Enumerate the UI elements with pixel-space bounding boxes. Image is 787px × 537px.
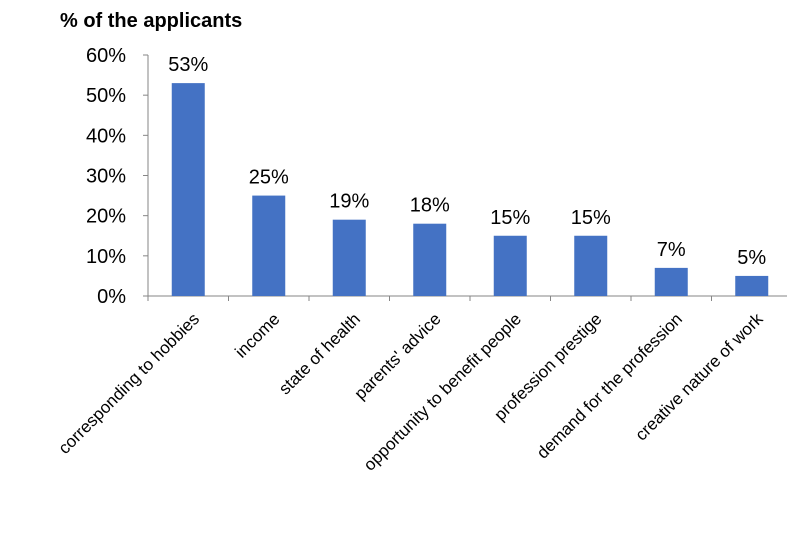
- x-tick-label: state of health: [275, 309, 364, 398]
- data-label: 15%: [571, 207, 611, 229]
- bar: [735, 275, 769, 296]
- data-label: 25%: [249, 167, 289, 189]
- y-tick-label: 60%: [86, 45, 126, 67]
- bar: [413, 223, 447, 296]
- data-label: 19%: [329, 191, 369, 213]
- x-tick-label: opportunity to benefit people: [360, 309, 525, 474]
- y-tick-label: 10%: [86, 246, 126, 268]
- x-tick-label: demand for the profession: [533, 309, 686, 462]
- x-tick-label: corresponding to hobbies: [55, 309, 203, 457]
- bar: [252, 195, 286, 296]
- bar: [493, 235, 527, 296]
- y-tick-label: 40%: [86, 125, 126, 147]
- bar: [171, 83, 205, 296]
- bar: [574, 235, 608, 296]
- y-tick-label: 50%: [86, 85, 126, 107]
- y-tick-label: 20%: [86, 206, 126, 228]
- data-label: 18%: [410, 195, 450, 217]
- bar: [654, 267, 688, 296]
- x-tick-label: income: [231, 309, 283, 361]
- bar: [332, 219, 366, 296]
- data-label: 53%: [168, 54, 208, 76]
- data-label: 15%: [490, 207, 530, 229]
- data-label: 7%: [657, 239, 686, 261]
- y-tick-label: 30%: [86, 166, 126, 188]
- y-axis-title: % of the applicants: [60, 10, 243, 32]
- y-tick-label: 0%: [97, 286, 126, 308]
- data-label: 5%: [737, 247, 766, 269]
